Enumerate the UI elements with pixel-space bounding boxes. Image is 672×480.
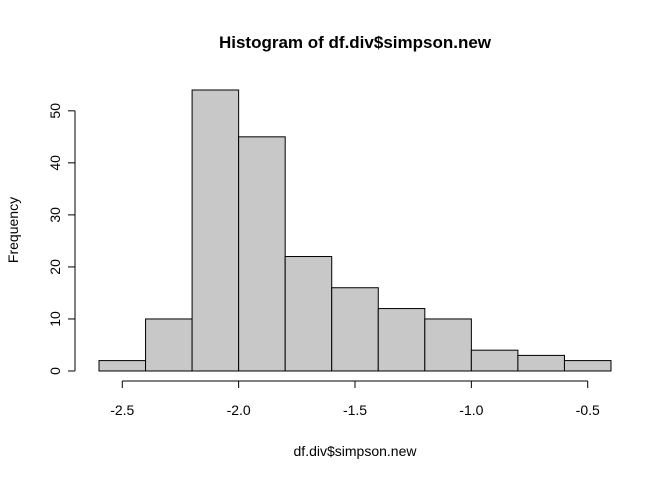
x-axis-label: df.div$simpson.new (294, 443, 418, 459)
y-tick-label-1: 10 (47, 311, 63, 327)
histogram-bar-3 (238, 136, 286, 372)
x-tick-label-3: -1.0 (459, 402, 483, 418)
y-axis: 0 10 20 30 40 50 (47, 103, 76, 375)
x-axis: -2.5 -2.0 -1.5 -1.0 -0.5 (110, 380, 600, 418)
x-tick-label-4: -0.5 (576, 402, 600, 418)
y-axis-label: Frequency (5, 197, 21, 263)
histogram-bar-4 (284, 256, 333, 372)
histogram-bar-6 (377, 308, 426, 372)
y-tick-label-3: 30 (47, 207, 63, 223)
y-tick-label-0: 0 (47, 367, 63, 375)
x-tick-label-1: -2.0 (227, 402, 251, 418)
y-tick-label-2: 20 (47, 259, 63, 275)
x-tick-label-0: -2.5 (110, 402, 134, 418)
y-tick-label-5: 50 (47, 103, 63, 119)
histogram-bar-0 (98, 360, 147, 372)
y-tick-label-4: 40 (47, 155, 63, 171)
histogram-bar-7 (424, 318, 472, 372)
x-tick-label-2: -1.5 (343, 402, 367, 418)
histogram-bar-1 (145, 318, 193, 372)
histogram-bar-10 (563, 360, 612, 372)
chart-title: Histogram of df.div$simpson.new (219, 33, 492, 52)
bars-group (98, 89, 612, 372)
histogram-bar-8 (470, 349, 519, 372)
histogram-bar-9 (517, 354, 565, 372)
histogram-bar-2 (191, 89, 240, 372)
histogram-bar-5 (331, 287, 379, 372)
